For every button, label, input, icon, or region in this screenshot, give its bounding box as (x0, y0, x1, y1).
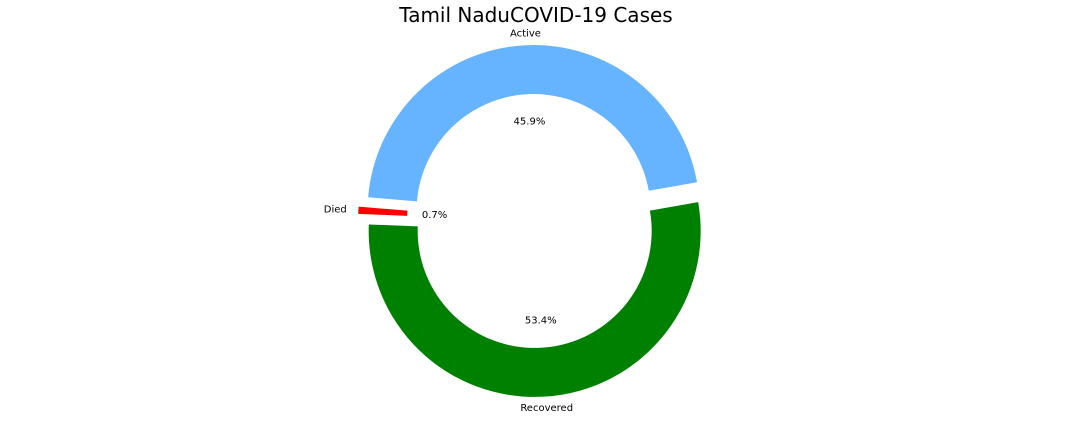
label-active: Active (510, 29, 541, 40)
percent-label-active: 45.9% (514, 117, 546, 128)
chart-title: Tamil NaduCOVID-19 Cases (398, 3, 672, 27)
slice-active (368, 45, 698, 202)
slice-died (358, 206, 408, 216)
percent-label-recovered: 53.4% (525, 315, 557, 326)
percent-label-died: 0.7% (422, 210, 447, 221)
label-recovered: Recovered (520, 403, 573, 414)
slice-recovered (368, 202, 701, 397)
labels-layer: Active 45.9% Died 0.7% Recovered 53.4% (324, 29, 573, 415)
label-died: Died (324, 205, 347, 216)
slices-layer (358, 45, 701, 397)
